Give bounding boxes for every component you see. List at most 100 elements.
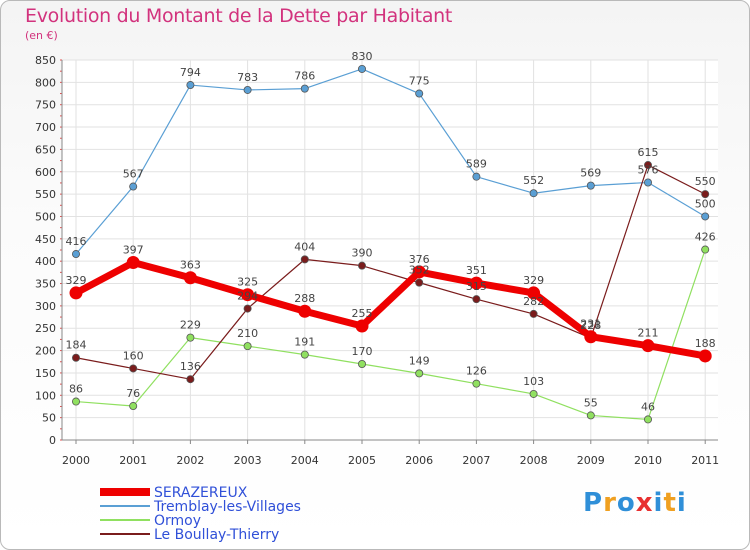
data-point bbox=[129, 364, 138, 373]
y-tick-label: 200 bbox=[35, 345, 56, 358]
x-tick-label: 2008 bbox=[520, 454, 548, 467]
legend-label: Le Boullay-Thierry bbox=[154, 527, 279, 543]
y-tick-label: 450 bbox=[35, 233, 56, 246]
data-point bbox=[701, 212, 710, 221]
data-point bbox=[644, 161, 653, 170]
data-label: 160 bbox=[123, 349, 144, 362]
data-label: 397 bbox=[123, 244, 144, 257]
data-label: 567 bbox=[123, 168, 144, 181]
data-point bbox=[300, 350, 309, 359]
x-tick-label: 2006 bbox=[405, 454, 433, 467]
data-point bbox=[644, 178, 653, 187]
data-point bbox=[698, 349, 712, 363]
data-label: 288 bbox=[294, 292, 315, 305]
data-point bbox=[472, 172, 481, 181]
legend-label: Ormoy bbox=[154, 513, 201, 529]
x-tick-label: 2001 bbox=[119, 454, 147, 467]
data-point bbox=[357, 359, 366, 368]
data-point bbox=[641, 339, 655, 353]
data-point bbox=[701, 190, 710, 199]
data-label: 325 bbox=[237, 276, 258, 289]
data-point bbox=[472, 379, 481, 388]
data-point bbox=[126, 256, 140, 270]
data-label: 329 bbox=[523, 274, 544, 287]
data-label: 783 bbox=[237, 71, 258, 84]
data-point bbox=[584, 330, 598, 344]
x-tick-label: 2007 bbox=[462, 454, 490, 467]
data-label: 552 bbox=[523, 174, 544, 187]
data-point bbox=[300, 255, 309, 264]
y-tick-label: 700 bbox=[35, 121, 56, 134]
data-point bbox=[415, 89, 424, 98]
data-label: 351 bbox=[466, 264, 487, 277]
x-tick-label: 2002 bbox=[176, 454, 204, 467]
series-line-0 bbox=[74, 259, 706, 360]
data-point bbox=[527, 286, 541, 300]
data-label: 615 bbox=[638, 146, 659, 159]
logo-letter: r bbox=[603, 488, 617, 518]
y-tick-label: 150 bbox=[35, 367, 56, 380]
x-tick-label: 2011 bbox=[691, 454, 719, 467]
data-point bbox=[586, 181, 595, 190]
logo-letter: i bbox=[676, 488, 687, 518]
data-point bbox=[186, 375, 195, 384]
logo-letter: P bbox=[583, 488, 604, 518]
data-label: 404 bbox=[294, 240, 315, 253]
data-label: 426 bbox=[695, 231, 716, 244]
data-point bbox=[644, 415, 653, 424]
data-point bbox=[72, 353, 81, 362]
data-point bbox=[69, 286, 83, 300]
proxiti-logo: Proxiti bbox=[583, 488, 687, 518]
x-tick-label: 2009 bbox=[577, 454, 605, 467]
data-point bbox=[415, 278, 424, 287]
data-label: 228 bbox=[580, 319, 601, 332]
data-label: 576 bbox=[638, 163, 659, 176]
y-tick-label: 250 bbox=[35, 322, 56, 335]
data-label: 416 bbox=[66, 235, 87, 248]
y-tick-label: 500 bbox=[35, 210, 56, 223]
y-tick-label: 750 bbox=[35, 99, 56, 112]
data-point bbox=[469, 276, 483, 290]
data-label: 184 bbox=[66, 339, 87, 352]
data-label: 589 bbox=[466, 158, 487, 171]
data-label: 294 bbox=[237, 290, 258, 303]
data-point bbox=[472, 295, 481, 304]
logo-letter: i bbox=[653, 488, 664, 518]
y-tick-label: 100 bbox=[35, 389, 56, 402]
x-tick-label: 2010 bbox=[634, 454, 662, 467]
data-label: 282 bbox=[523, 295, 544, 308]
y-tick-label: 50 bbox=[42, 412, 56, 425]
y-tick-label: 400 bbox=[35, 255, 56, 268]
data-label: 352 bbox=[409, 264, 430, 277]
x-tick-label: 2004 bbox=[291, 454, 319, 467]
data-label: 500 bbox=[695, 197, 716, 210]
y-tick-label: 350 bbox=[35, 278, 56, 291]
logo-letter: x bbox=[635, 488, 654, 518]
logo-letter: o bbox=[616, 488, 636, 518]
data-label: 830 bbox=[352, 50, 373, 63]
legend-label: Tremblay-les-Villages bbox=[153, 499, 301, 515]
series-line-2 bbox=[75, 249, 706, 421]
data-point bbox=[415, 369, 424, 378]
data-point bbox=[186, 81, 195, 90]
data-label: 315 bbox=[466, 280, 487, 293]
y-tick-label: 650 bbox=[35, 143, 56, 156]
y-tick-label: 850 bbox=[35, 54, 56, 67]
data-label: 231 bbox=[580, 318, 601, 331]
data-point bbox=[357, 261, 366, 270]
data-label: 210 bbox=[237, 327, 258, 340]
x-tick-label: 2005 bbox=[348, 454, 376, 467]
chart-title: Evolution du Montant de la Dette par Hab… bbox=[25, 5, 453, 27]
data-label: 786 bbox=[294, 70, 315, 83]
data-label: 569 bbox=[580, 167, 601, 180]
data-point bbox=[586, 411, 595, 420]
data-point bbox=[355, 319, 369, 333]
series-line-3 bbox=[75, 164, 706, 380]
data-point bbox=[701, 245, 710, 254]
data-label: 136 bbox=[180, 360, 201, 373]
data-label: 126 bbox=[466, 365, 487, 378]
data-label: 170 bbox=[352, 345, 373, 358]
data-point bbox=[243, 342, 252, 351]
data-point bbox=[529, 309, 538, 318]
